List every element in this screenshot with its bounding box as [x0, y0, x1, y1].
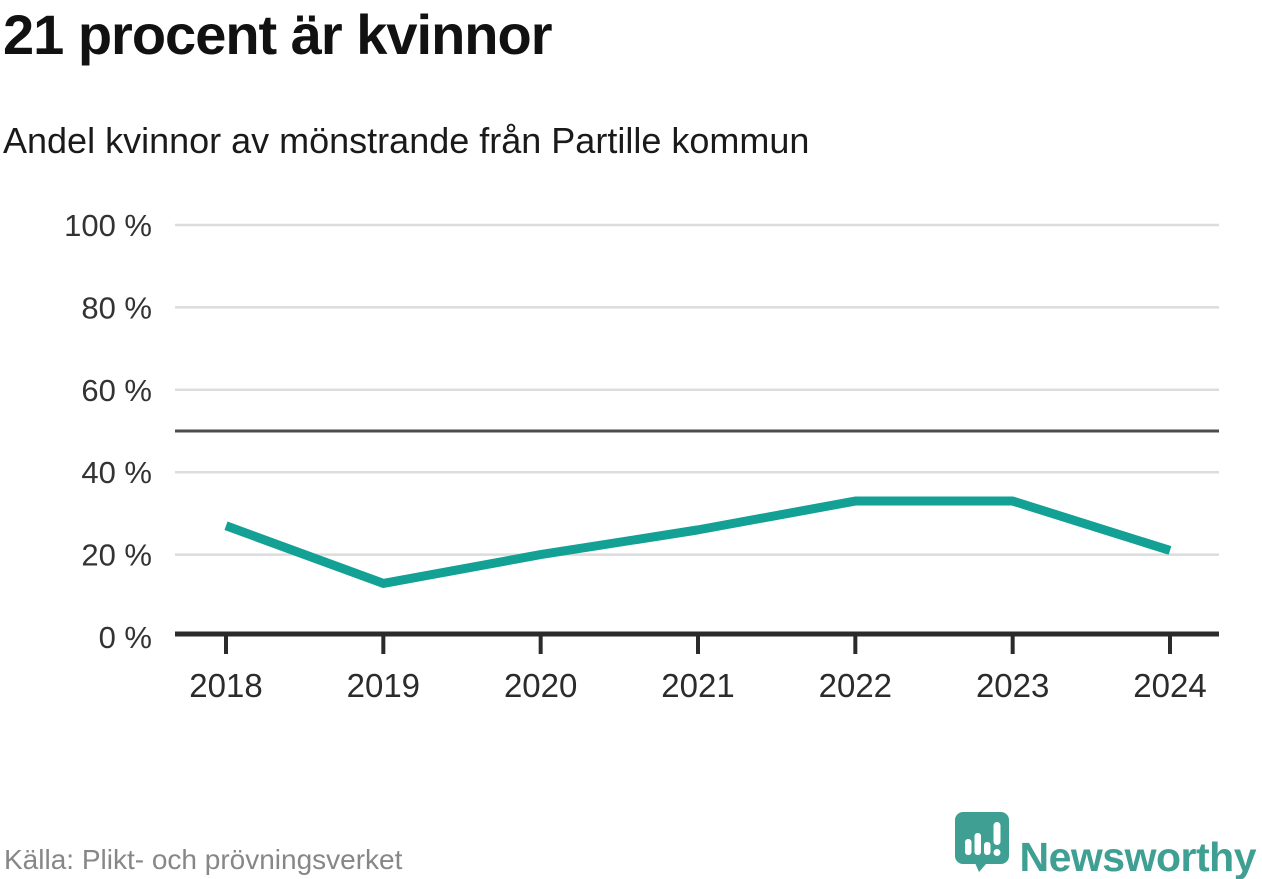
x-tick-label: 2019: [347, 667, 420, 704]
y-tick-label: 0 %: [99, 620, 152, 655]
x-tick-label: 2018: [189, 667, 262, 704]
y-tick-label: 80 %: [81, 290, 152, 325]
y-tick-label: 20 %: [81, 538, 152, 573]
source-text: Källa: Plikt- och prövningsverket: [4, 844, 403, 876]
x-tick-label: 2024: [1133, 667, 1206, 704]
y-tick-label: 40 %: [81, 455, 152, 490]
newsworthy-logo: Newsworthy: [954, 811, 1257, 879]
page-subtitle: Andel kvinnor av mönstrande från Partill…: [3, 120, 810, 161]
y-tick-label: 60 %: [81, 373, 152, 408]
x-tick-label: 2023: [976, 667, 1049, 704]
newsworthy-logo-icon: [954, 811, 1010, 877]
data-line: [224, 496, 1172, 588]
x-tick-label: 2022: [819, 667, 892, 704]
footer: Källa: Plikt- och prövningsverket Newswo…: [4, 811, 1257, 879]
line-chart: 0 % 20 % 40 % 60 % 80 % 100 % 2018 2019 2020 2021…: [64, 208, 1219, 704]
x-tick-label: 2020: [504, 667, 577, 704]
brand-name: Newsworthy: [1019, 834, 1257, 879]
page-title: 21 procent är kvinnor: [3, 3, 553, 66]
x-tick-label: 2021: [661, 667, 734, 704]
y-tick-label: 100 %: [64, 208, 152, 243]
